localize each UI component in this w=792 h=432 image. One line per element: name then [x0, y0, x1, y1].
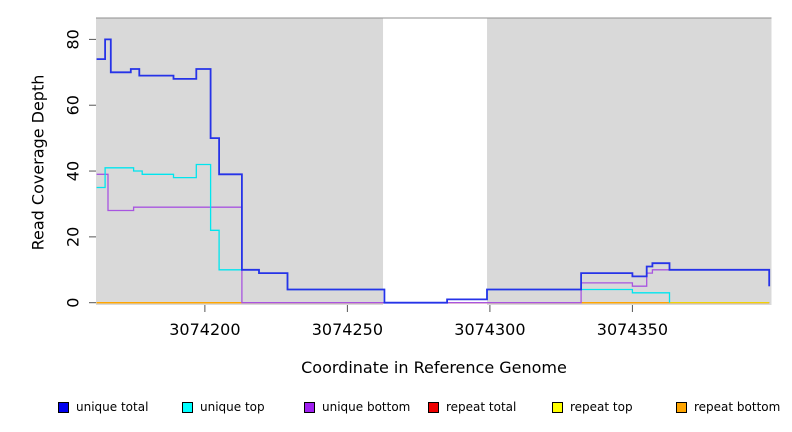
legend-label: unique top — [200, 400, 265, 414]
y-tick-label: 80 — [64, 29, 83, 49]
legend-swatch-repeat-total — [428, 401, 439, 413]
x-axis-title: Coordinate in Reference Genome — [301, 358, 567, 377]
legend-swatch-repeat-top — [552, 401, 563, 413]
legend-label: unique total — [76, 400, 149, 414]
legend-item-unique-total: unique total — [58, 399, 148, 415]
series-line-unique-total — [96, 38, 771, 304]
y-tick-label: 40 — [64, 161, 83, 181]
legend-swatch-unique-top — [182, 401, 193, 413]
legend-swatch-unique-total — [58, 401, 69, 413]
legend-label: repeat bottom — [694, 400, 781, 414]
x-tick-label: 3074350 — [597, 320, 668, 339]
legend-item-repeat-top: repeat top — [552, 399, 633, 415]
y-tick-label: 0 — [64, 298, 83, 308]
legend-label: repeat top — [570, 400, 633, 414]
legend-label: unique bottom — [322, 400, 411, 414]
masked-region — [383, 18, 488, 305]
legend-swatch-unique-bottom — [304, 401, 315, 413]
x-tick-label: 3074300 — [454, 320, 525, 339]
y-tick-label: 20 — [64, 227, 83, 247]
legend-item-unique-top: unique top — [182, 399, 265, 415]
legend-item-unique-bottom: unique bottom — [304, 399, 410, 415]
legend-item-repeat-total: repeat total — [428, 399, 516, 415]
legend: unique total unique top unique bottom repea… — [0, 399, 792, 419]
legend-item-repeat-bottom: repeat bottom — [676, 399, 780, 415]
legend-swatch-repeat-bottom — [676, 401, 687, 413]
y-tick-label: 60 — [64, 95, 83, 115]
legend-label: repeat total — [446, 400, 517, 414]
x-tick-label: 3074250 — [312, 320, 383, 339]
y-axis-title: Read Coverage Depth — [28, 74, 48, 251]
x-tick-label: 3074200 — [169, 320, 240, 339]
